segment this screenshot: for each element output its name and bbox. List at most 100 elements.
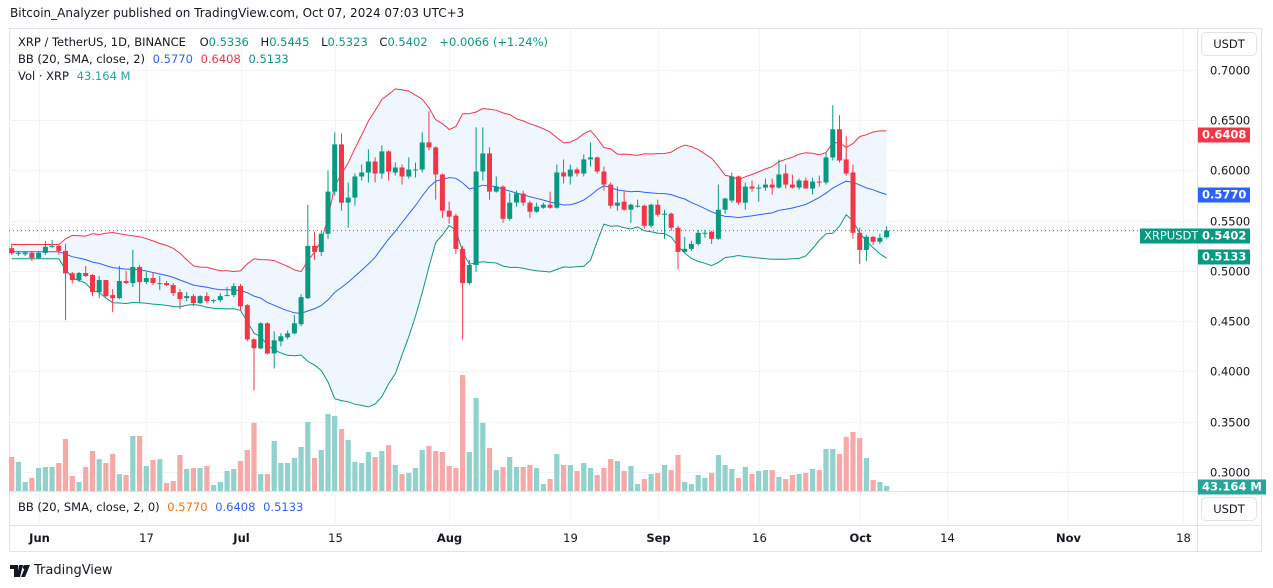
candle-body [783,173,789,185]
candle-body [460,248,466,284]
volume-bar [190,468,196,491]
candle-body [90,275,95,293]
volume-bar [231,469,237,491]
candle-body [439,174,445,211]
currency-button[interactable]: USDT [1201,32,1257,56]
bb-lower-line [11,214,887,408]
candle-body [749,186,755,189]
volume-bar [594,475,600,491]
bb-upper-tag: 0.6408 [1198,127,1251,143]
volume-bar [163,483,170,491]
volume-bar [682,482,688,491]
candle-body [682,248,688,252]
volume-bar [365,452,371,491]
volume-bar [69,476,75,491]
candle-body [884,230,890,238]
volume-bar [675,455,681,491]
volume-bar [520,467,526,491]
volume-bar [574,471,580,491]
candle-body [36,252,42,258]
candle-body [426,142,432,148]
time-tick-label: 15 [328,531,343,545]
volume-bar [9,457,15,491]
candle-body [298,297,304,325]
indicator-currency-button[interactable]: USDT [1201,497,1257,521]
candle-body [877,237,883,242]
bb-legend[interactable]: BB (20, SMA, close, 2) 0.5770 0.6408 0.5… [18,52,293,66]
volume-legend[interactable]: Vol · XRP 43.164 M [18,69,134,83]
candle-body [419,142,425,170]
volume-bar [843,436,849,491]
candle-body [157,283,163,285]
volume-bar [204,466,210,491]
candle-body [675,227,681,252]
volume-bars [9,375,890,491]
candle-body [406,169,412,177]
candle-body [857,232,863,250]
candle-body [729,176,735,201]
time-tick-label: Nov [1055,531,1082,545]
candle-body [446,210,452,217]
candle-body [365,161,371,173]
candle-body [379,151,385,174]
candle-body [527,202,533,212]
volume-bar [426,446,432,491]
candle-body [224,295,230,297]
volume-bar [863,458,869,491]
time-tick-label: 18 [1176,531,1191,545]
candle-body [487,153,492,192]
candle-body [702,232,708,234]
candle-body [231,286,237,296]
candle-body [285,333,291,338]
candle-body [473,171,479,265]
candle-body [251,339,257,349]
volume-bar [715,455,721,491]
candle-body [386,151,392,172]
volume-bar [197,468,203,491]
candle-body [736,176,741,203]
candle-body [318,233,324,252]
volume-bar [453,468,459,491]
volume-bar [783,479,789,491]
candle-body [96,280,102,293]
candle-body [15,252,21,254]
volume-bar [406,472,412,491]
volume-bar [789,475,795,491]
candle-body [614,202,620,206]
volume-bar [803,472,809,491]
volume-value: 43.164 M [76,69,131,83]
candle-body [534,206,540,212]
volume-bar [83,467,89,491]
bb-upper-value: 0.6408 [200,52,241,66]
candle-body [453,215,459,249]
volume-bar [695,475,701,491]
volume-bar [399,474,405,491]
volume-bar [271,441,277,491]
candle-body [332,144,338,192]
symbol-tag: XRPUSDT [1140,228,1203,244]
volume-bar [244,450,250,491]
volume-bar [419,450,425,491]
indicator-pane-legend[interactable]: BB (20, SMA, close, 2, 0) 0.5770 0.6408 … [18,500,307,514]
candle-body [190,296,196,304]
candle-body [574,169,580,174]
volume-bar [473,397,479,491]
time-tick-label: 16 [752,531,767,545]
volume-bar [830,449,836,491]
candle-body [258,323,264,349]
candle-body [29,252,35,258]
volume-bar [291,458,297,491]
symbol-label[interactable]: XRP / TetherUS, 1D, BINANCE [18,35,186,49]
candle-body [843,159,849,174]
tradingview-logo[interactable]: TradingView [10,563,113,578]
candle-body [352,176,358,198]
candle-body [561,172,567,177]
volume-bar [836,454,843,491]
volume-bar [184,469,190,491]
volume-bar [110,454,116,491]
candle-body [211,300,217,302]
candle-body [359,172,365,177]
volume-bar [103,463,109,491]
candle-body [837,129,842,161]
